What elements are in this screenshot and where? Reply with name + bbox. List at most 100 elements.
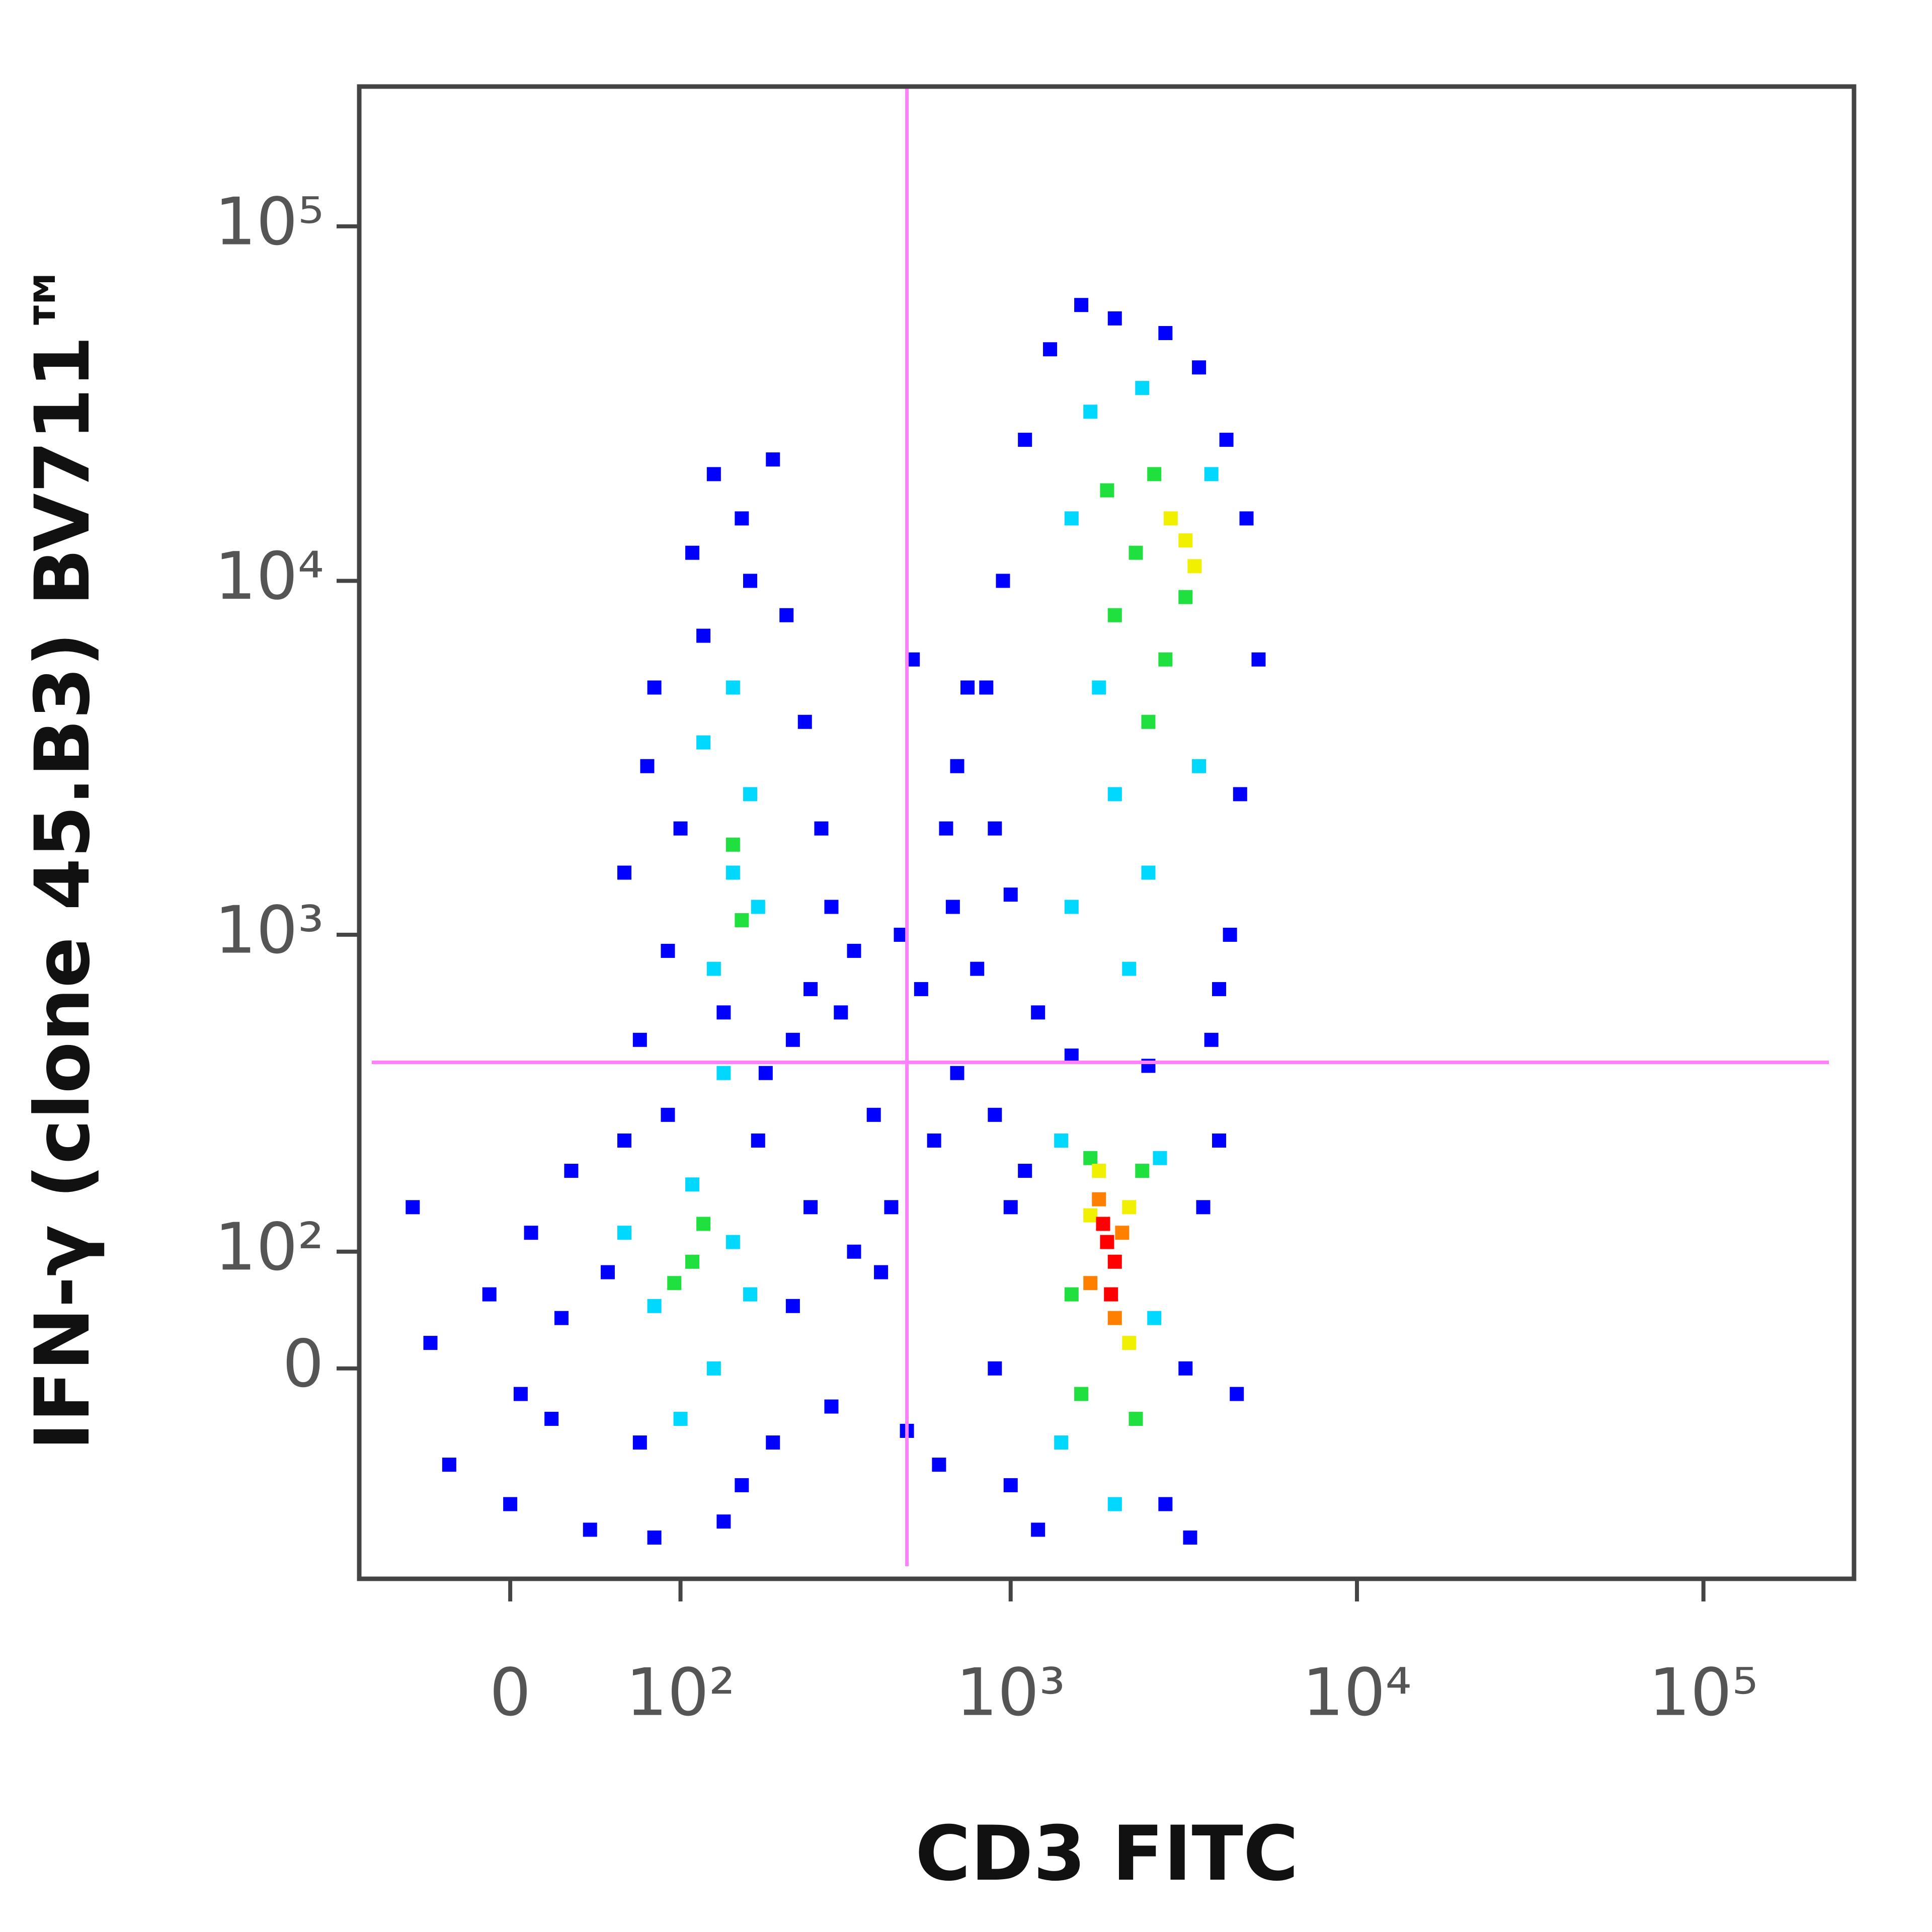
point [1219,433,1234,447]
point [600,1265,615,1279]
point [1147,1311,1162,1325]
point [1135,381,1150,395]
point [1092,1192,1106,1206]
point [1135,1164,1150,1178]
point [803,982,818,996]
point [1107,1254,1122,1269]
point [1153,1151,1167,1165]
point [1018,1164,1032,1178]
point [1158,652,1173,667]
point [685,545,700,560]
point [1178,590,1193,604]
point [1031,1005,1045,1020]
point [785,1032,800,1047]
point [1074,1387,1089,1401]
point [932,1458,946,1472]
point [979,680,994,695]
point [751,900,765,914]
point [564,1164,579,1178]
point [1107,1497,1122,1511]
point [866,1107,881,1122]
point [1212,982,1227,996]
point [797,714,812,729]
x-axis-title: CD3 FITC [915,1810,1299,1898]
point [1092,1164,1106,1178]
point [939,821,953,836]
point [1104,1287,1118,1302]
point [685,1177,700,1192]
point [1031,1522,1045,1537]
point [513,1387,528,1401]
point [667,1276,682,1291]
point [914,982,928,996]
point [1003,888,1018,902]
point [874,1265,889,1279]
point [726,837,740,852]
point [1147,467,1162,481]
point [1204,467,1219,481]
point [766,452,780,467]
point [716,1066,731,1080]
point [1158,326,1173,341]
point [647,680,662,695]
point [1178,1361,1193,1376]
point [996,574,1010,588]
point [1083,1276,1098,1291]
point [735,1478,749,1492]
point [423,1336,438,1350]
point [814,821,829,836]
point [1212,1133,1227,1148]
point [1107,1311,1122,1325]
point [1122,1200,1137,1215]
point [1183,1531,1197,1545]
point [442,1458,456,1472]
points [406,298,1266,1545]
point [1107,311,1122,326]
point [632,1435,647,1450]
point [647,1299,662,1313]
y-tick-label: 0 [282,1326,324,1402]
point [617,865,631,880]
point [988,821,1002,836]
x-tick-label: 10⁵ [1649,1654,1758,1731]
point [1122,961,1137,976]
y-tick-label: 10³ [214,892,324,969]
point [847,943,861,958]
point [743,574,757,588]
point [1064,511,1079,526]
point [726,865,740,880]
y-tick-label: 10⁴ [214,538,324,614]
point [726,1235,740,1249]
point [706,961,721,976]
point [673,1412,688,1426]
point [1064,900,1079,914]
point [1064,1049,1079,1063]
point [1074,298,1089,312]
point [673,821,688,836]
point [988,1361,1002,1376]
point [1083,1151,1098,1165]
point [1141,714,1156,729]
point [1043,342,1058,357]
point [824,1399,839,1414]
point [1003,1200,1018,1215]
point [617,1226,631,1240]
point [716,1514,731,1529]
point [1163,511,1178,526]
point [696,628,711,643]
point [1233,787,1247,801]
point [1107,608,1122,622]
point [988,1107,1002,1122]
plot-frame [357,84,1857,1581]
point [661,943,675,958]
point [503,1497,518,1511]
point [583,1522,597,1537]
point [1083,405,1098,419]
point [1096,1217,1110,1231]
point [735,511,749,526]
point [1204,1032,1219,1047]
point [1158,1497,1173,1511]
point [758,1066,773,1080]
point [1192,759,1206,773]
point [685,1254,700,1269]
